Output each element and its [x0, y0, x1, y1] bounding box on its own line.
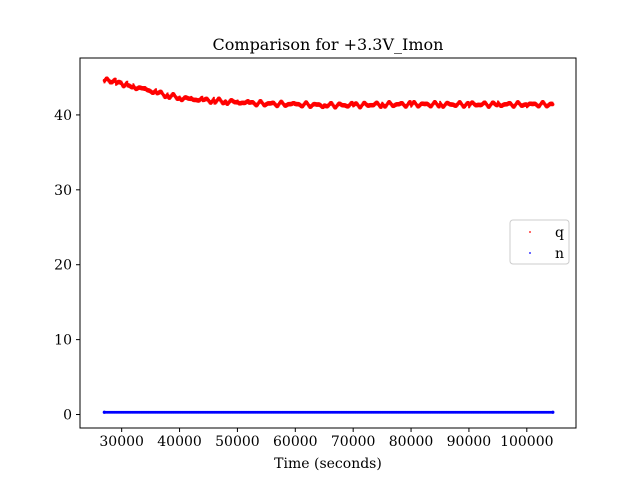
x-tick-label: 40000	[157, 434, 202, 450]
series-q-marker	[467, 101, 470, 106]
chart-title: Comparison for +3.3V_Imon	[213, 35, 444, 54]
legend-label-n: n	[555, 246, 564, 262]
series-q-marker	[114, 77, 117, 83]
legend-marker-n	[529, 252, 531, 254]
series-q-marker	[166, 92, 169, 97]
series-q-marker	[126, 80, 129, 86]
series-q-marker	[409, 100, 412, 105]
legend-label-q: q	[555, 225, 564, 241]
series-q-marker	[551, 101, 554, 107]
x-tick-label: 30000	[99, 434, 144, 450]
x-axis-label: Time (seconds)	[274, 456, 382, 472]
x-tick-label: 100000	[500, 434, 553, 450]
legend-items: qn	[529, 225, 564, 262]
y-tick-label: 10	[54, 333, 72, 349]
x-tick-label: 70000	[331, 434, 376, 450]
y-tick-label: 20	[54, 258, 72, 274]
x-tick-label: 50000	[215, 434, 260, 450]
series-layer	[102, 76, 555, 414]
legend-marker-q	[529, 231, 531, 233]
x-tick-label: 60000	[273, 434, 318, 450]
y-tick-label: 30	[54, 183, 72, 199]
legend: qn	[509, 219, 570, 265]
legend-box	[509, 219, 570, 265]
x-axis-ticks: 30000 40000 50000 60000 70000 80000 90000 10000…	[99, 428, 554, 450]
series-q-marker	[213, 96, 215, 102]
plot-area: 30000 40000 50000 60000 70000 80000 90000 10000…	[54, 57, 577, 450]
x-tick-label: 80000	[389, 434, 434, 450]
series-q-marker	[380, 104, 383, 109]
series-n-marker	[551, 410, 554, 414]
axes-frame	[79, 57, 577, 429]
series-q-marker	[496, 102, 499, 108]
series-q	[102, 76, 555, 110]
x-tick-label: 90000	[447, 434, 492, 450]
y-axis-ticks: 0 10 20 30 40	[54, 108, 80, 424]
series-n	[102, 410, 555, 414]
series-q-marker	[438, 103, 441, 109]
series-q-marker	[155, 88, 157, 93]
y-tick-label: 0	[63, 408, 72, 424]
y-tick-label: 40	[54, 108, 72, 124]
